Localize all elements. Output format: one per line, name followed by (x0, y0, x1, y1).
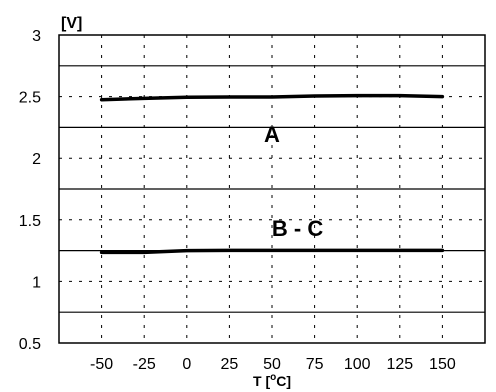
y-tick-label: 0.5 (19, 336, 41, 353)
y-tick-label: 2.5 (19, 90, 41, 107)
y-tick-label: 2 (32, 151, 41, 168)
x-tick-label: 50 (263, 356, 281, 373)
series-line (102, 250, 443, 252)
x-tick-label: 150 (429, 356, 456, 373)
x-tick-label: 75 (306, 356, 324, 373)
x-tick-label: 125 (386, 356, 413, 373)
y-axis-label: [V] (61, 15, 82, 32)
series-annotation: A (264, 122, 280, 147)
y-tick-label: 1 (32, 274, 41, 291)
x-tick-label: 0 (182, 356, 191, 373)
series-annotation: B - C (272, 216, 323, 241)
y-tick-label: 1.5 (19, 213, 41, 230)
y-tick-label: 3 (32, 28, 41, 45)
x-tick-label: 100 (344, 356, 371, 373)
x-tick-label: 25 (221, 356, 239, 373)
x-tick-label: -25 (133, 356, 156, 373)
x-axis-label: T [oC] (253, 372, 291, 389)
x-tick-label: -50 (90, 356, 113, 373)
